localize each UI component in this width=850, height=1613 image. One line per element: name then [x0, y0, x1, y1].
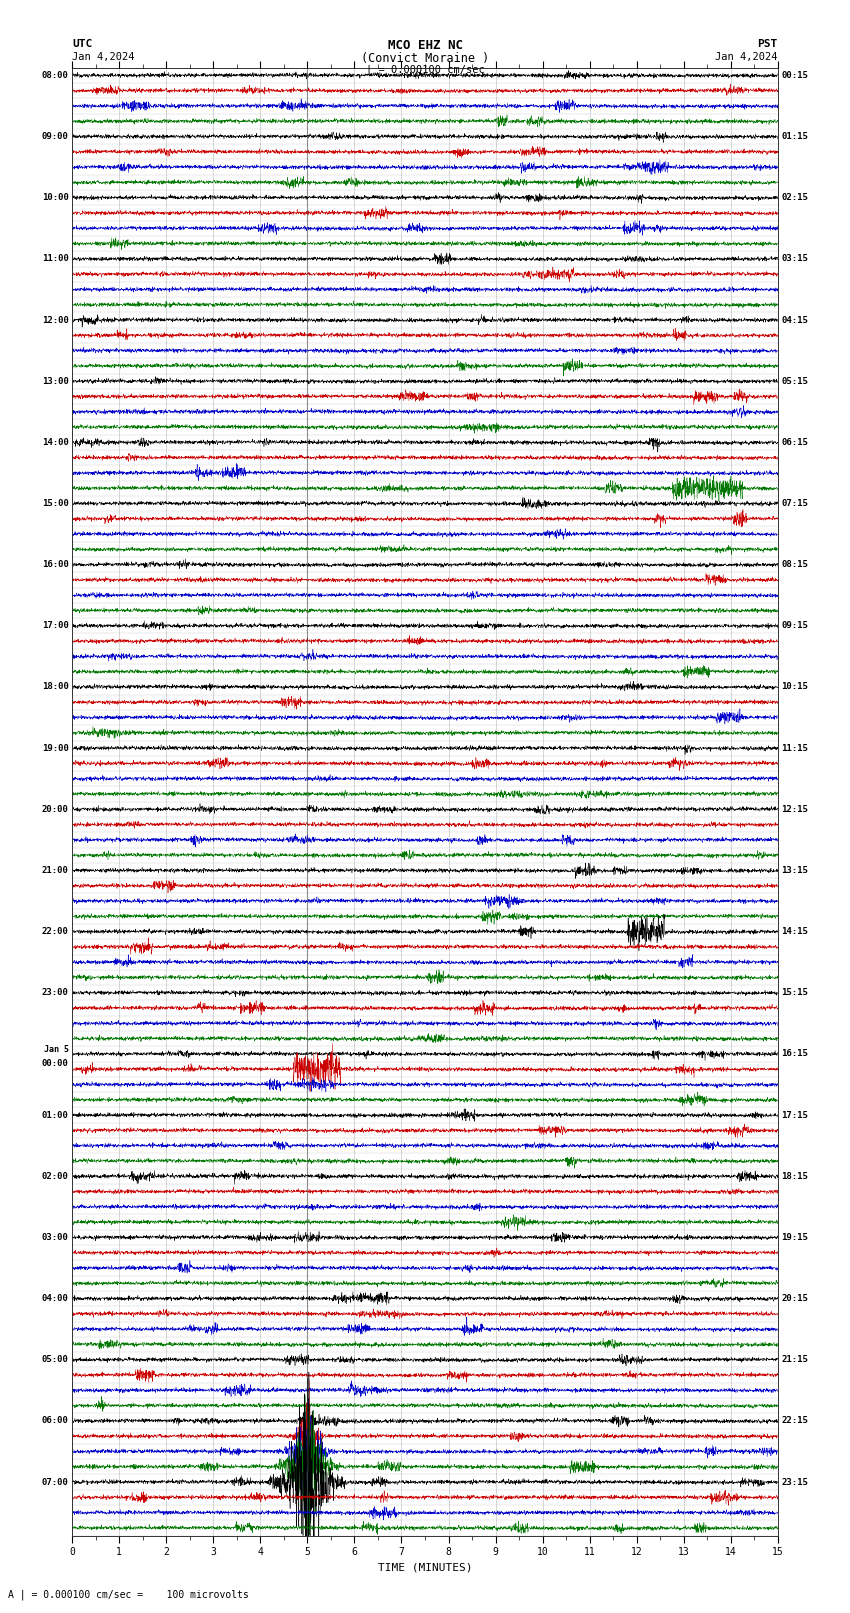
Text: | = 0.000100 cm/sec: | = 0.000100 cm/sec — [366, 65, 484, 76]
Text: 08:15: 08:15 — [781, 560, 808, 569]
Text: 12:15: 12:15 — [781, 805, 808, 815]
Text: 13:00: 13:00 — [42, 377, 69, 386]
Text: 17:00: 17:00 — [42, 621, 69, 631]
Text: 03:00: 03:00 — [42, 1232, 69, 1242]
X-axis label: TIME (MINUTES): TIME (MINUTES) — [377, 1563, 473, 1573]
Text: 06:15: 06:15 — [781, 437, 808, 447]
Text: 04:00: 04:00 — [42, 1294, 69, 1303]
Text: 04:15: 04:15 — [781, 316, 808, 324]
Text: 18:00: 18:00 — [42, 682, 69, 692]
Text: 21:00: 21:00 — [42, 866, 69, 874]
Text: 20:00: 20:00 — [42, 805, 69, 815]
Text: 05:15: 05:15 — [781, 377, 808, 386]
Text: 08:00: 08:00 — [42, 71, 69, 81]
Text: 20:15: 20:15 — [781, 1294, 808, 1303]
Text: 05:00: 05:00 — [42, 1355, 69, 1365]
Text: 16:00: 16:00 — [42, 560, 69, 569]
Text: 07:15: 07:15 — [781, 498, 808, 508]
Text: 18:15: 18:15 — [781, 1171, 808, 1181]
Text: 19:15: 19:15 — [781, 1232, 808, 1242]
Text: 17:15: 17:15 — [781, 1111, 808, 1119]
Text: Jan 4,2024: Jan 4,2024 — [72, 52, 135, 61]
Text: 21:15: 21:15 — [781, 1355, 808, 1365]
Text: 22:00: 22:00 — [42, 927, 69, 936]
Text: 16:15: 16:15 — [781, 1050, 808, 1058]
Text: 13:15: 13:15 — [781, 866, 808, 874]
Text: Jan 4,2024: Jan 4,2024 — [715, 52, 778, 61]
Text: 00:15: 00:15 — [781, 71, 808, 81]
Text: UTC: UTC — [72, 39, 93, 48]
Text: 11:00: 11:00 — [42, 255, 69, 263]
Text: (Convict Moraine ): (Convict Moraine ) — [361, 52, 489, 65]
Text: 19:00: 19:00 — [42, 744, 69, 753]
Text: 00:00: 00:00 — [42, 1058, 69, 1068]
Text: A | = 0.000100 cm/sec =    100 microvolts: A | = 0.000100 cm/sec = 100 microvolts — [8, 1589, 249, 1600]
Text: 09:15: 09:15 — [781, 621, 808, 631]
Text: 15:15: 15:15 — [781, 989, 808, 997]
Text: 09:00: 09:00 — [42, 132, 69, 140]
Text: Jan 5: Jan 5 — [43, 1045, 69, 1053]
Text: 03:15: 03:15 — [781, 255, 808, 263]
Text: 14:15: 14:15 — [781, 927, 808, 936]
Text: 06:00: 06:00 — [42, 1416, 69, 1426]
Text: 01:15: 01:15 — [781, 132, 808, 140]
Text: MCO EHZ NC: MCO EHZ NC — [388, 39, 462, 52]
Text: 11:15: 11:15 — [781, 744, 808, 753]
Text: 22:15: 22:15 — [781, 1416, 808, 1426]
Text: 02:15: 02:15 — [781, 194, 808, 202]
Text: 12:00: 12:00 — [42, 316, 69, 324]
Text: PST: PST — [757, 39, 778, 48]
Text: 10:00: 10:00 — [42, 194, 69, 202]
Text: 10:15: 10:15 — [781, 682, 808, 692]
Text: 15:00: 15:00 — [42, 498, 69, 508]
Text: 07:00: 07:00 — [42, 1478, 69, 1487]
Text: 23:00: 23:00 — [42, 989, 69, 997]
Text: 02:00: 02:00 — [42, 1171, 69, 1181]
Text: 23:15: 23:15 — [781, 1478, 808, 1487]
Text: 14:00: 14:00 — [42, 437, 69, 447]
Text: 01:00: 01:00 — [42, 1111, 69, 1119]
